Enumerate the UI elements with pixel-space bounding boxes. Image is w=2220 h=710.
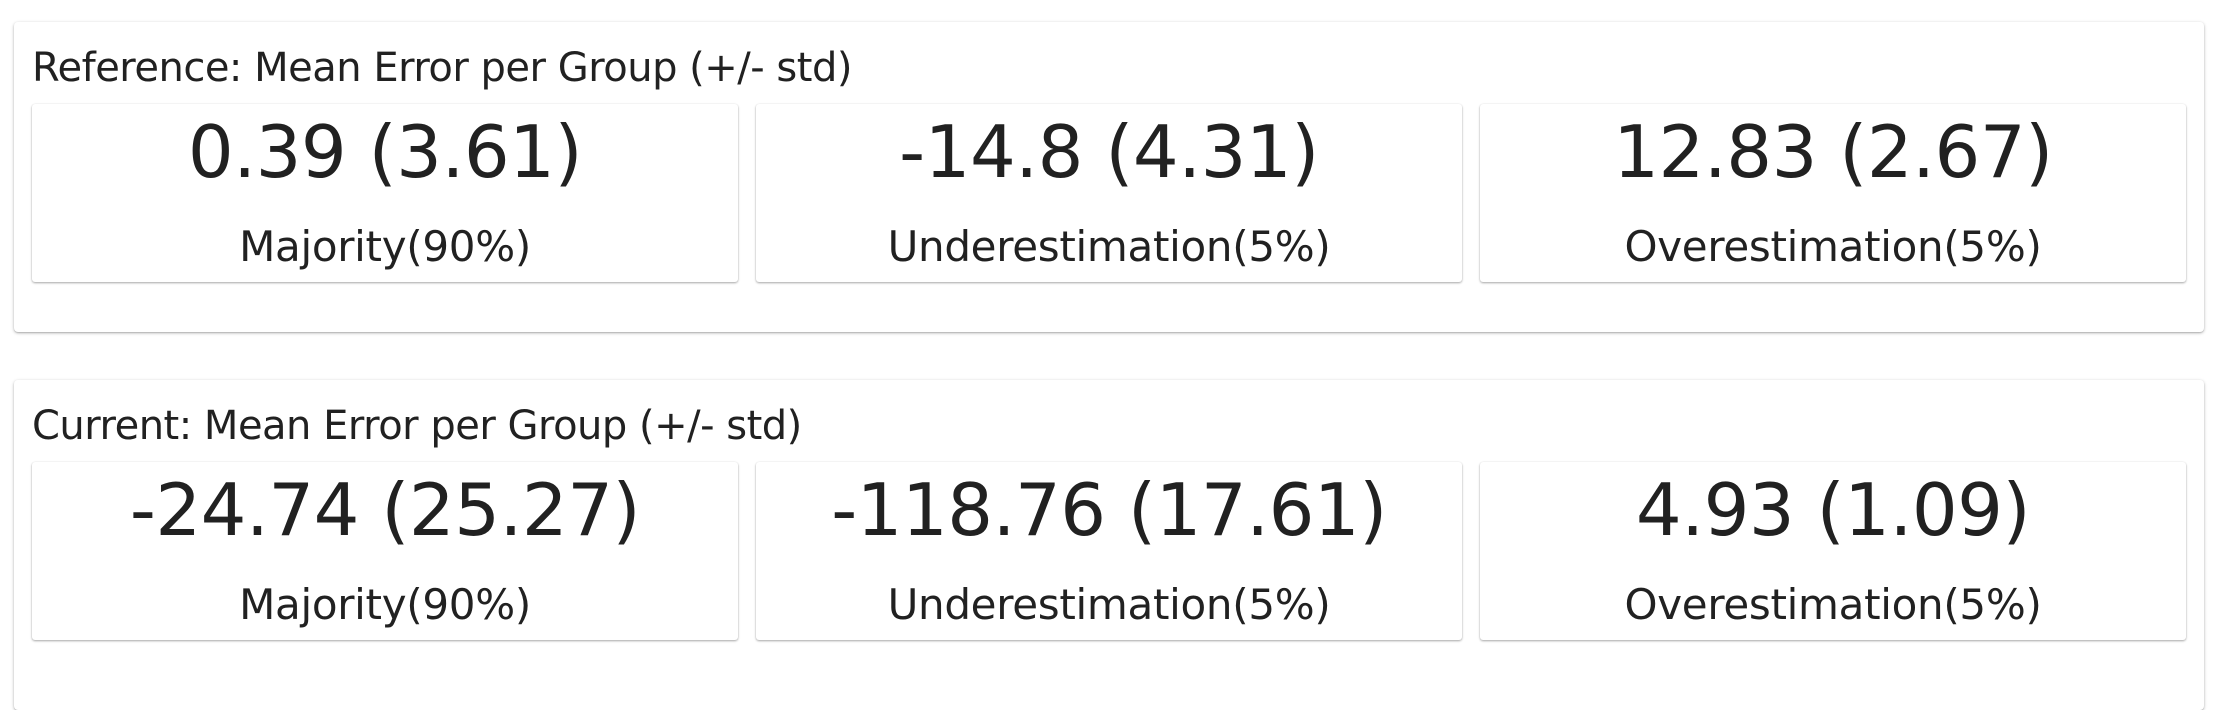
metric-card-overestimation: 12.83 (2.67) Overestimation(5%)	[1480, 104, 2186, 282]
metric-card-overestimation: 4.93 (1.09) Overestimation(5%)	[1480, 462, 2186, 640]
panel-title: Reference: Mean Error per Group (+/- std…	[32, 45, 852, 91]
metric-cards: 0.39 (3.61) Majority(90%) -14.8 (4.31) U…	[32, 104, 2186, 282]
metric-value: 12.83 (2.67)	[1613, 110, 2053, 194]
metric-value: -118.76 (17.61)	[831, 468, 1387, 552]
panel-title: Current: Mean Error per Group (+/- std)	[32, 403, 802, 449]
metric-card-majority: 0.39 (3.61) Majority(90%)	[32, 104, 738, 282]
metric-card-underestimation: -14.8 (4.31) Underestimation(5%)	[756, 104, 1462, 282]
metric-value: 4.93 (1.09)	[1635, 468, 2031, 552]
reference-panel: Reference: Mean Error per Group (+/- std…	[14, 22, 2204, 332]
metric-value: 0.39 (3.61)	[187, 110, 583, 194]
metric-card-majority: -24.74 (25.27) Majority(90%)	[32, 462, 738, 640]
metric-label: Overestimation(5%)	[1624, 222, 2042, 271]
metric-label: Majority(90%)	[239, 222, 531, 271]
metric-label: Overestimation(5%)	[1624, 580, 2042, 629]
metric-card-underestimation: -118.76 (17.61) Underestimation(5%)	[756, 462, 1462, 640]
metric-label: Underestimation(5%)	[887, 222, 1331, 271]
metric-value: -14.8 (4.31)	[899, 110, 1319, 194]
metric-label: Majority(90%)	[239, 580, 531, 629]
current-panel: Current: Mean Error per Group (+/- std) …	[14, 380, 2204, 710]
metric-value: -24.74 (25.27)	[129, 468, 641, 552]
metric-label: Underestimation(5%)	[887, 580, 1331, 629]
metric-cards: -24.74 (25.27) Majority(90%) -118.76 (17…	[32, 462, 2186, 640]
